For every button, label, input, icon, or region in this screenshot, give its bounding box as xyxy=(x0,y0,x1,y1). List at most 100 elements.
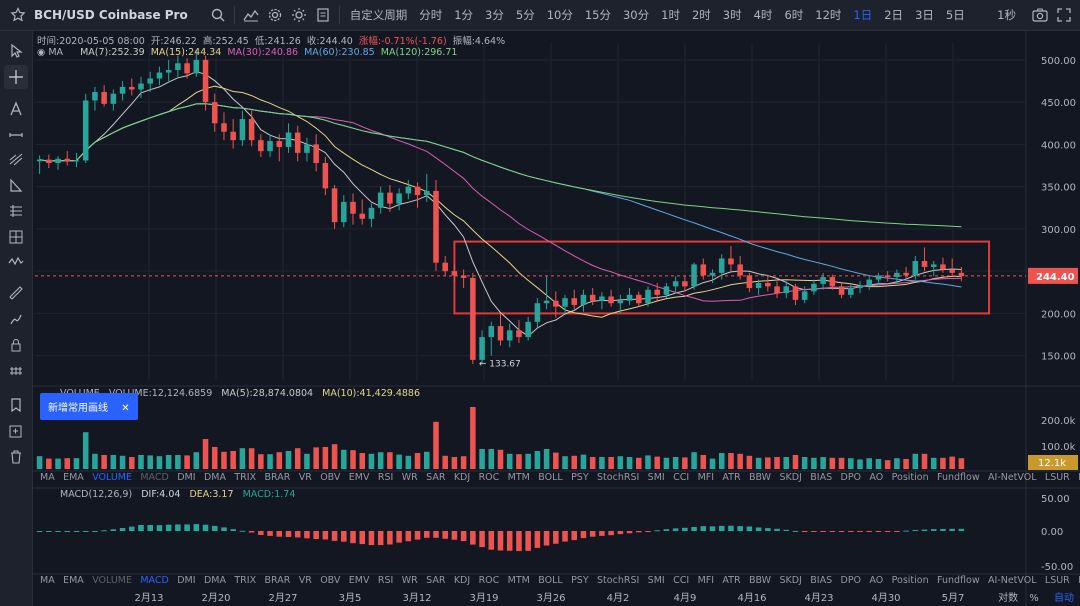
interval-7[interactable]: 1时 xyxy=(661,8,680,22)
indicator-tab-bbw[interactable]: BBW xyxy=(748,472,772,483)
chart-type-icon[interactable] xyxy=(239,3,263,27)
indicator-tab-ma[interactable]: MA xyxy=(40,472,55,483)
indicator-tab-brar[interactable]: BRAR xyxy=(264,472,291,483)
cursor-arrow-icon[interactable] xyxy=(4,39,28,63)
indicator-tab-dma[interactable]: DMA xyxy=(203,472,226,483)
indicator-tab-trix[interactable]: TRIX xyxy=(234,472,257,483)
chart-canvas[interactable]: 500.00450.00400.00350.00300.00250.00200.… xyxy=(33,31,1080,606)
indicator-tab-wr[interactable]: WR xyxy=(401,472,418,483)
indicator-tab-ai-netvol[interactable]: AI-NetVOL xyxy=(988,472,1037,483)
indicator-tab-psy[interactable]: PSY xyxy=(571,472,589,483)
indicator-tab-basis[interactable]: BASIS xyxy=(1078,472,1080,483)
interval-0[interactable]: 分时 xyxy=(419,8,443,22)
indicator-tab-mtm[interactable]: MTM xyxy=(507,575,530,586)
indicator-tab-dma[interactable]: DMA xyxy=(203,575,226,586)
ruler-icon[interactable] xyxy=(4,281,28,305)
indicator-tab-sar[interactable]: SAR xyxy=(426,575,446,586)
indicator-tab-ma[interactable]: MA xyxy=(40,575,55,586)
lock-icon[interactable] xyxy=(4,333,28,357)
indicator-tab-macd[interactable]: MACD xyxy=(140,472,169,483)
indicator-tab-macd[interactable]: MACD xyxy=(140,575,169,586)
indicator-tab-mtm[interactable]: MTM xyxy=(507,472,530,483)
indicator-tab-volume[interactable]: VOLUME xyxy=(92,575,132,586)
horizontal-ray-icon[interactable] xyxy=(4,123,28,147)
indicator-tab-obv[interactable]: OBV xyxy=(320,575,341,586)
indicator-tab-psy[interactable]: PSY xyxy=(571,575,589,586)
indicator-tab-skdj[interactable]: SKDJ xyxy=(779,472,802,483)
indicator-tab-emv[interactable]: EMV xyxy=(348,575,370,586)
search-icon[interactable] xyxy=(206,3,230,27)
interval-3[interactable]: 5分 xyxy=(515,8,535,22)
indicator-tab-position[interactable]: Position xyxy=(891,575,929,586)
indicator-tab-atr[interactable]: ATR xyxy=(722,472,741,483)
interval-11[interactable]: 6时 xyxy=(784,8,804,22)
triangle-icon[interactable] xyxy=(4,173,28,197)
channel-icon[interactable] xyxy=(4,199,28,223)
indicator-tab-lsur[interactable]: LSUR xyxy=(1044,472,1070,483)
interval-12[interactable]: 12时 xyxy=(815,8,842,22)
indicator-tab-dpo[interactable]: DPO xyxy=(840,575,862,586)
indicator-tab-position[interactable]: Position xyxy=(891,472,929,483)
indicator-tab-roc[interactable]: ROC xyxy=(478,575,500,586)
indicator-tab-mfi[interactable]: MFI xyxy=(697,472,715,483)
interval-1[interactable]: 1分 xyxy=(454,8,474,22)
indicator-tab-brar[interactable]: BRAR xyxy=(264,575,291,586)
wave-pattern-icon[interactable] xyxy=(4,249,28,273)
indicator-tab-vr[interactable]: VR xyxy=(298,472,312,483)
bookmark-icon[interactable] xyxy=(4,393,28,417)
interval-16[interactable]: 5日 xyxy=(945,8,965,22)
interval-4[interactable]: 10分 xyxy=(546,8,573,22)
settings-gear-icon[interactable] xyxy=(263,3,287,27)
close-icon[interactable]: ✕ xyxy=(121,403,130,414)
interval-15[interactable]: 3日 xyxy=(915,8,934,22)
indicator-tab-ao[interactable]: AO xyxy=(869,472,884,483)
indicator-tab-ema[interactable]: EMA xyxy=(63,472,84,483)
indicator-tab-stochrsi[interactable]: StochRSI xyxy=(597,575,640,586)
indicator-tab-boll[interactable]: BOLL xyxy=(538,575,563,586)
camera-icon[interactable] xyxy=(1028,3,1052,27)
log-scale-toggle[interactable]: 对数 xyxy=(998,593,1019,604)
magnet-icon[interactable] xyxy=(4,359,28,383)
indicator-tab-ema[interactable]: EMA xyxy=(63,575,84,586)
add-template-icon[interactable] xyxy=(4,419,28,443)
fib-lines-icon[interactable] xyxy=(4,147,28,171)
favorite-star-icon[interactable] xyxy=(6,3,30,27)
auto-scale-toggle[interactable]: 自动 xyxy=(1054,593,1074,604)
indicator-tab-kdj[interactable]: KDJ xyxy=(453,472,471,483)
indicator-tab-kdj[interactable]: KDJ xyxy=(453,575,471,586)
indicator-tab-bias[interactable]: BIAS xyxy=(810,575,833,586)
grid-tool-icon[interactable] xyxy=(4,225,28,249)
interval-2[interactable]: 3分 xyxy=(485,8,504,22)
eye-icon[interactable]: ◉ xyxy=(37,47,46,58)
crosshair-icon[interactable] xyxy=(4,65,28,89)
indicator-tab-ai-netvol[interactable]: AI-NetVOL xyxy=(988,575,1037,586)
fullscreen-icon[interactable] xyxy=(1052,3,1076,27)
text-tool-icon[interactable] xyxy=(4,97,28,121)
indicator-tab-roc[interactable]: ROC xyxy=(478,472,500,483)
theme-sun-icon[interactable] xyxy=(287,3,311,27)
indicator-tab-ao[interactable]: AO xyxy=(869,575,884,586)
indicator-tab-bbw[interactable]: BBW xyxy=(748,575,772,586)
percent-scale-toggle[interactable]: % xyxy=(1029,593,1039,604)
indicator-tab-smi[interactable]: SMI xyxy=(647,575,665,586)
indicator-tab-emv[interactable]: EMV xyxy=(348,472,370,483)
interval-6[interactable]: 30分 xyxy=(622,8,650,22)
indicator-tab-sar[interactable]: SAR xyxy=(426,472,446,483)
indicator-tab-trix[interactable]: TRIX xyxy=(234,575,257,586)
indicator-tab-cci[interactable]: CCI xyxy=(673,575,690,586)
indicator-tab-wr[interactable]: WR xyxy=(401,575,418,586)
indicator-tab-skdj[interactable]: SKDJ xyxy=(779,575,802,586)
pencil-icon[interactable] xyxy=(4,307,28,331)
indicator-tab-rsi[interactable]: RSI xyxy=(377,472,394,483)
indicator-tab-basis[interactable]: BASIS xyxy=(1078,575,1080,586)
indicator-tab-atr[interactable]: ATR xyxy=(722,575,741,586)
indicator-tab-vr[interactable]: VR xyxy=(298,575,312,586)
custom-period-button[interactable]: 自定义周期 xyxy=(349,8,408,22)
indicator-tab-rsi[interactable]: RSI xyxy=(377,575,394,586)
indicator-tab-cci[interactable]: CCI xyxy=(673,472,690,483)
indicator-tab-dpo[interactable]: DPO xyxy=(840,472,862,483)
indicator-tab-dmi[interactable]: DMI xyxy=(177,472,196,483)
symbol-name[interactable]: BCH/USD Coinbase Pro xyxy=(34,8,188,22)
indicator-tab-fundflow[interactable]: Fundflow xyxy=(937,575,980,586)
interval-5[interactable]: 15分 xyxy=(584,8,611,22)
